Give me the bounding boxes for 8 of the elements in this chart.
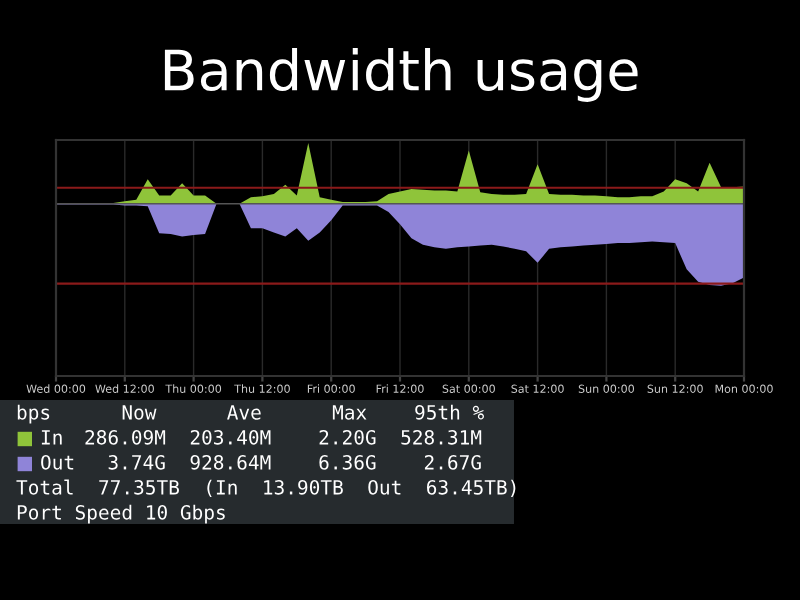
- text: Total 77.35TB (In 13.90TB Out 63.45TB): [16, 479, 516, 497]
- text: bps Now Ave Max 95th %: [17, 404, 484, 424]
- legend-label: In: [41, 430, 62, 445]
- text: 3.74G 928.64M 6.36G 2.67G: [108, 454, 481, 470]
- legend-label: Out: [41, 454, 74, 470]
- chart-title: Bandwidth usage: [164, 48, 638, 102]
- text: Port Speed 10 Gbps: [17, 504, 225, 524]
- text: 286.09M 203.40M 2.20G 528.31M: [85, 429, 482, 445]
